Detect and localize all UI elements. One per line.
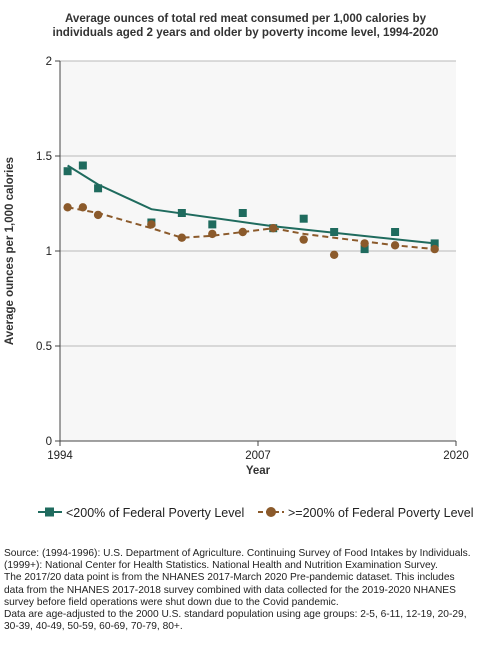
data-point-above-200 [360,239,369,248]
data-point-below-200 [177,209,186,217]
y-tick-label: 2 [46,56,52,68]
data-point-below-200 [430,239,439,248]
data-point-above-200 [299,235,308,244]
data-point-above-200 [390,241,400,250]
trend-line-above-200 [67,206,435,251]
data-point-below-200 [63,167,72,176]
source-line: 30-39, 40-49, 50-59, 60-69, 70-79, 80+. [4,621,183,633]
source-line: Data are age-adjusted to the 2000 U.S. s… [4,609,467,621]
data-point-above-200 [177,233,187,242]
data-point-above-200 [269,224,278,233]
source-note: Source: (1994-1996): U.S. Department of … [4,548,488,633]
x-axis-label: Year [246,465,271,477]
legend-item-above-200: >=200% of Federal Poverty Level [258,506,474,521]
data-point-above-200 [147,220,156,229]
data-point-above-200 [63,203,72,212]
legend-square-marker-icon [38,506,62,521]
data-point-above-200 [78,203,88,212]
data-point-below-200 [78,161,87,170]
data-point-below-200 [94,184,103,193]
data-point-above-200 [430,244,439,254]
data-point-above-200 [238,227,247,237]
trend-line-below-200 [67,164,435,245]
y-tick-label: 1.5 [36,151,52,163]
data-point-above-200 [93,210,103,220]
y-axis-label: Average ounces per 1,000 calories [4,157,16,345]
data-point-above-200 [329,250,339,259]
legend-item-below-200: <200% of Federal Poverty Level [38,506,244,521]
data-point-below-200 [299,214,308,223]
data-point-below-200 [208,220,217,229]
source-line: The 2017/20 data point is from the NHANE… [4,572,455,584]
y-tick-label: 0.5 [36,341,52,353]
y-tick-label: 0 [46,436,52,448]
chart-title-line-2: individuals aged 2 years and older by po… [52,26,439,39]
data-point-below-200 [238,209,247,217]
legend-label-below-200: <200% of Federal Poverty Level [66,506,245,520]
source-line: data from the NHANES 2017-2018 survey co… [4,584,456,596]
y-tick-label: 1 [46,246,52,258]
data-point-below-200 [330,228,339,236]
data-point-below-200 [360,245,369,254]
source-line: (1999+): National Center for Health Stat… [4,560,438,572]
legend-circle-marker-icon [258,506,284,521]
x-tick-label: 2020 [443,450,469,462]
chart-title-line-1: Average ounces of total red meat consume… [64,12,427,25]
x-tick-label: 2007 [245,450,271,462]
data-point-above-200 [208,229,217,239]
data-point-below-200 [391,228,400,236]
source-line: Source: (1994-1996): U.S. Department of … [4,548,471,559]
x-tick-label: 1994 [47,450,73,462]
source-line: survey before field operations were shut… [4,596,339,608]
chart-title: Average ounces of total red meat consume… [10,12,481,40]
legend-label-above-200: >=200% of Federal Poverty Level [288,506,474,520]
line-chart: 0 0.5 1 1.5 2 1994 2007 2020 Year Average ounces … [4,56,469,477]
